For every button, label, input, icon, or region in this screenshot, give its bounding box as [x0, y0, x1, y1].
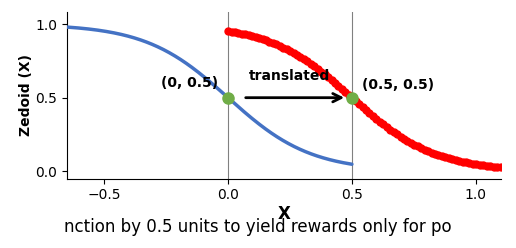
Text: nction by 0.5 units to yield rewards only for po: nction by 0.5 units to yield rewards onl… — [64, 217, 452, 236]
Text: (0, 0.5): (0, 0.5) — [161, 76, 218, 90]
Y-axis label: Zedoid (X): Zedoid (X) — [19, 55, 33, 136]
Text: translated: translated — [249, 69, 331, 83]
Text: (0.5, 0.5): (0.5, 0.5) — [362, 78, 434, 92]
X-axis label: X: X — [278, 205, 290, 223]
